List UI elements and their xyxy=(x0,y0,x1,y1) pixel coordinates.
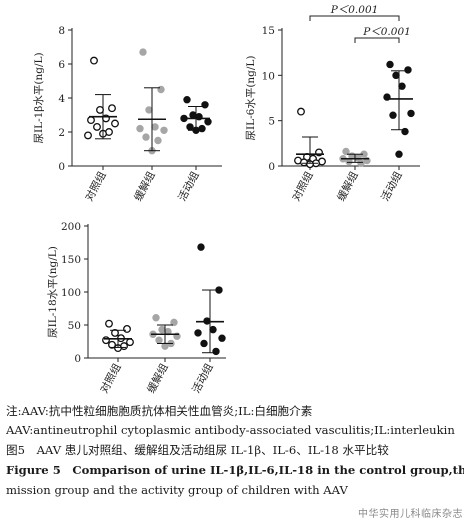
data-point xyxy=(386,60,394,69)
x-tick-label-2: 缓解组 xyxy=(334,169,361,203)
y-axis-label: 尿IL-1β水平(ng/L) xyxy=(33,52,45,143)
x-tick-label-1: 对照组 xyxy=(82,169,109,203)
data-point xyxy=(209,325,217,334)
y-tick-label: 15 xyxy=(262,25,275,37)
data-point xyxy=(126,338,134,347)
chart-panel-3: 0 50 100 150 200 尿IL-18水平(ng/L) 对照组 缓解组 活动组 xyxy=(47,221,226,395)
y-tick-label: 200 xyxy=(61,221,81,233)
data-point xyxy=(154,136,162,145)
data-point xyxy=(212,347,220,356)
y-tick-label: 2 xyxy=(58,127,65,139)
data-point xyxy=(186,123,194,131)
data-point xyxy=(93,122,101,131)
x-tick-label-1: 对照组 xyxy=(289,169,316,203)
data-point xyxy=(200,339,208,348)
y-tick-label: 100 xyxy=(61,287,81,299)
data-point xyxy=(123,325,131,333)
data-point xyxy=(157,85,165,94)
data-point xyxy=(152,314,160,322)
y-tick-label: 10 xyxy=(262,70,275,82)
p-value-label: P＜0.001 xyxy=(362,26,411,38)
y-tick-label: 4 xyxy=(58,93,65,105)
y-tick-label: 5 xyxy=(268,116,275,128)
data-point xyxy=(84,131,92,140)
y-tick-label: 0 xyxy=(268,161,275,173)
data-point xyxy=(389,111,397,119)
data-point xyxy=(170,318,178,327)
x-tick-label-3: 活动组 xyxy=(175,169,202,203)
data-point xyxy=(111,119,119,128)
data-point xyxy=(297,107,305,116)
y-tick-label: 0 xyxy=(74,353,81,365)
data-point xyxy=(151,123,159,131)
y-tick-label: 0 xyxy=(58,161,65,173)
x-tick-label-1: 对照组 xyxy=(97,361,124,395)
data-point xyxy=(158,325,166,334)
data-point xyxy=(392,71,400,80)
caption-figure-en-line2: mission group and the activity group of … xyxy=(6,483,348,497)
chart-panel-2: 0 5 10 15 尿IL-6水平(ng/L) 对照组 缓解组 活动组 P＜0.001 P＜0.0… xyxy=(245,4,420,203)
y-axis-label: 尿IL-18水平(ng/L) xyxy=(47,246,59,338)
data-point xyxy=(189,111,197,119)
data-point xyxy=(139,48,147,56)
p-value-label: P＜0.001 xyxy=(330,4,379,16)
y-tick-label: 50 xyxy=(68,320,81,332)
significance-bracket xyxy=(354,37,400,43)
data-point xyxy=(145,106,153,114)
data-point xyxy=(155,336,163,344)
data-point xyxy=(87,116,95,125)
significance-bracket xyxy=(309,15,400,21)
y-axis-label: 尿IL-6水平(ng/L) xyxy=(245,55,257,140)
caption-figure-en-line1: Figure 5 Comparison of urine IL-1β,IL-6,… xyxy=(6,463,464,477)
y-tick-label: 8 xyxy=(58,25,65,37)
data-point xyxy=(201,101,209,109)
data-point xyxy=(90,56,98,65)
y-tick-label: 150 xyxy=(61,254,81,266)
chart-panel-1: 0 2 4 6 8 尿IL-1β水平(ng/L) 对照组 缓解组 活动组 xyxy=(33,25,222,203)
watermark-text: 中华实用儿科临床杂志 xyxy=(358,509,463,520)
data-point xyxy=(398,82,406,90)
x-tick-label-3: 活动组 xyxy=(189,361,216,395)
data-point xyxy=(194,329,202,337)
data-point xyxy=(136,124,144,133)
data-point xyxy=(183,95,191,104)
x-tick-label-2: 缓解组 xyxy=(131,169,158,203)
caption-figure-cn: 图5 AAV 患儿对照组、缓解组及活动组尿 IL-1β、IL-6、IL-18 水… xyxy=(6,443,389,457)
x-tick-label-3: 活动组 xyxy=(378,169,405,203)
data-point xyxy=(198,124,206,133)
data-point xyxy=(105,319,113,328)
data-point xyxy=(357,159,365,167)
data-point xyxy=(108,340,116,349)
data-point xyxy=(102,336,110,345)
y-tick-label: 6 xyxy=(58,59,65,71)
data-point xyxy=(108,104,116,113)
caption-note-line2: AAV:antineutrophil cytoplasmic antibody-… xyxy=(6,423,455,437)
data-point xyxy=(218,334,226,342)
data-point xyxy=(96,105,104,114)
data-point xyxy=(160,126,168,134)
data-point xyxy=(197,243,205,251)
caption-note-line1: 注:AAV:抗中性粒细胞胞质抗体相关性血管炎;IL:白细胞介素 xyxy=(6,404,313,418)
data-point xyxy=(142,133,150,141)
data-point xyxy=(404,66,412,74)
x-tick-label-2: 缓解组 xyxy=(144,361,171,395)
data-point xyxy=(407,109,415,118)
data-point xyxy=(395,150,403,158)
data-point xyxy=(204,118,212,126)
data-point xyxy=(342,147,350,156)
